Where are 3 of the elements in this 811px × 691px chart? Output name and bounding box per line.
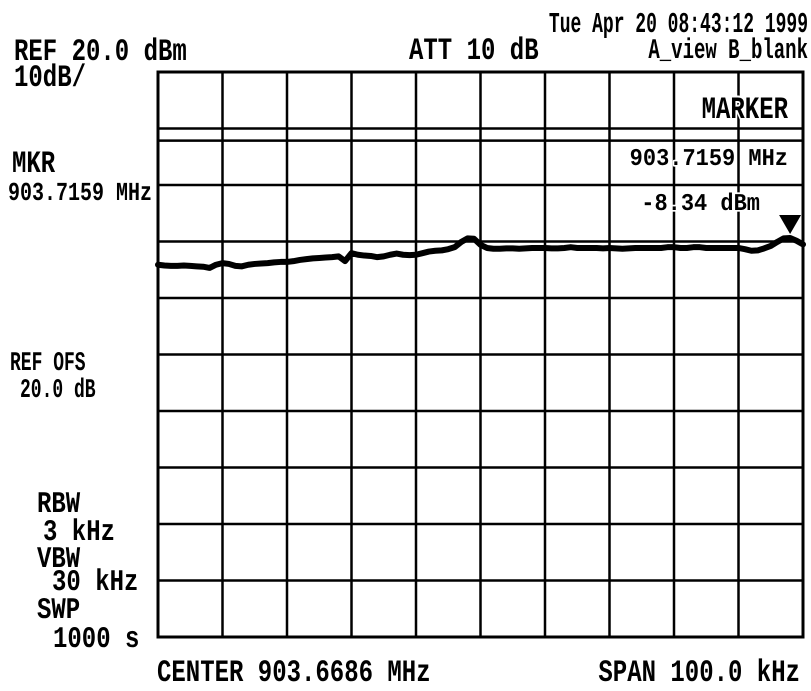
text: CENTER 903.6686 MHz — [157, 656, 431, 691]
text: ATT 10 dB — [409, 34, 539, 70]
text: SPAN 100.0 kHz — [598, 656, 800, 691]
